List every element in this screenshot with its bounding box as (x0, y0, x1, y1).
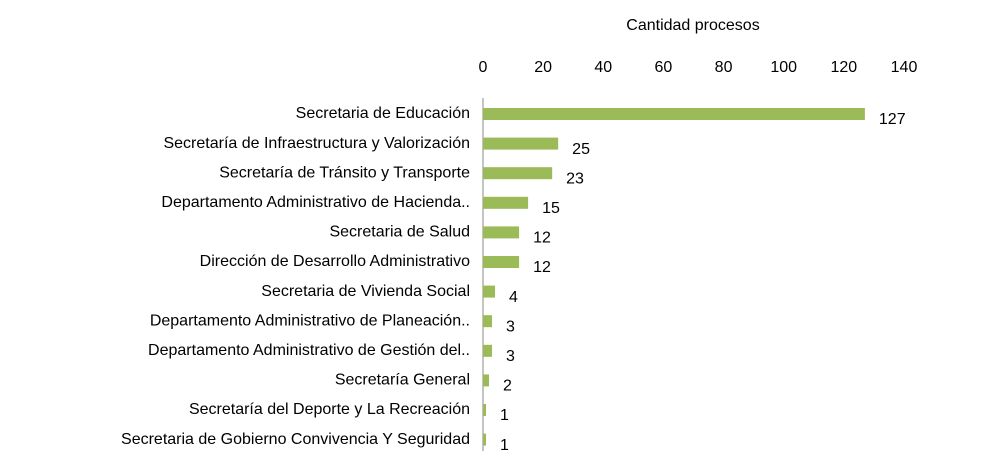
x-tick-label: 100 (770, 59, 797, 76)
bar (483, 374, 490, 387)
x-tick-label: 140 (891, 59, 918, 76)
value-label: 23 (566, 170, 584, 187)
y-tick-label: Secretaria de Salud (329, 224, 470, 241)
value-label: 3 (506, 348, 515, 365)
x-tick-label: 80 (715, 59, 733, 76)
y-tick-label: Dirección de Desarrollo Administrativo (200, 253, 470, 270)
bar (483, 108, 865, 120)
y-tick-label: Secretaria de Vivienda Social (261, 283, 470, 300)
value-label: 4 (509, 289, 518, 306)
bar (483, 137, 559, 150)
y-tick-label: Departamento Administrativo de Gestión d… (148, 342, 470, 359)
y-tick-label: Secretaria de Gobierno Convivencia Y Seg… (121, 431, 470, 448)
y-tick-label: Secretaría de Infraestructura y Valoriza… (163, 135, 470, 152)
y-tick-label: Secretaría General (335, 372, 470, 389)
x-tick-label: 120 (831, 59, 858, 76)
value-label: 1 (500, 407, 509, 424)
axis-title: Cantidad procesos (626, 17, 759, 34)
value-label: 12 (533, 230, 551, 247)
bar (483, 196, 529, 209)
bar (483, 285, 496, 298)
bar (483, 433, 487, 446)
y-tick-label: Secretaría de Tránsito y Transporte (219, 164, 470, 181)
value-label: 127 (879, 111, 906, 128)
y-tick-label: Secretaría del Deporte y La Recreación (189, 401, 470, 418)
x-tick-label: 0 (479, 59, 488, 76)
x-tick-label: 40 (594, 59, 612, 76)
value-label: 25 (572, 141, 590, 158)
bar (483, 226, 520, 239)
bar (483, 404, 487, 416)
value-label: 12 (533, 259, 551, 276)
bar (483, 315, 493, 328)
value-label: 3 (506, 318, 515, 335)
value-label: 1 (500, 437, 509, 451)
bar (483, 167, 553, 180)
x-tick-label: 60 (655, 59, 673, 76)
y-tick-label: Departamento Administrativo de Hacienda.… (161, 194, 470, 211)
value-label: 2 (503, 378, 512, 395)
bar (483, 256, 520, 268)
value-label: 15 (542, 200, 560, 217)
y-tick-label: Departamento Administrativo de Planeació… (150, 312, 470, 329)
bar (483, 344, 493, 357)
x-tick-label: 20 (534, 59, 552, 76)
y-tick-label: Secretaria de Educación (296, 105, 470, 122)
